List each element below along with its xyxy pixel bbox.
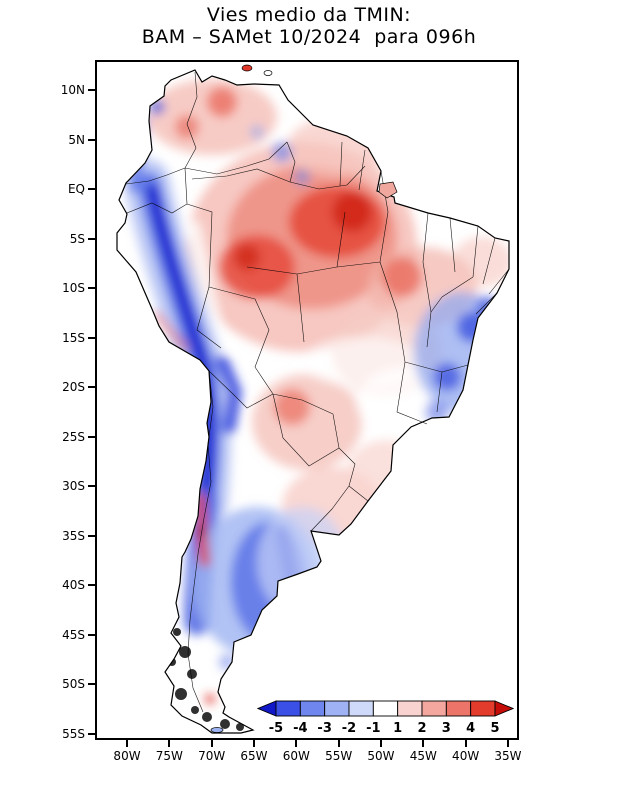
lat-tick-label: 45S: [62, 627, 85, 642]
lat-tick-mark: [88, 732, 97, 735]
lat-tick-mark: [88, 435, 97, 438]
colorbar-segment: [348, 700, 374, 717]
lon-tick-label: 35W: [494, 749, 522, 763]
lat-tick-label: 25S: [62, 429, 85, 444]
lat-tick-mark: [88, 188, 97, 190]
lat-tick-label: 30S: [62, 479, 85, 493]
lon-tick-mark: [506, 738, 509, 747]
lat-tick-label: 55S: [62, 726, 85, 741]
lat-tick-mark: [88, 683, 97, 685]
lon-tick-label: 80W: [113, 749, 141, 763]
lat-tick-label: 20S: [62, 380, 85, 394]
colorbar-tick-label: -2: [341, 721, 357, 736]
colorbar-tick-label: -5: [268, 721, 284, 736]
lon-tick-mark: [210, 738, 213, 747]
colorbar-tick-label: 4: [466, 721, 476, 736]
figure-title-line1: Vies medio da TMIN:: [206, 4, 412, 26]
colorbar-tick-label: -4: [293, 721, 308, 736]
lon-tick-mark: [464, 738, 467, 747]
colorbar-tick-label: 3: [441, 721, 451, 736]
colorbar: [256, 700, 515, 717]
lat-tick-label: 10N: [60, 83, 85, 97]
lon-tick-mark: [252, 738, 255, 747]
lon-tick-label: 45W: [409, 749, 437, 763]
colorbar-tick-label: -3: [317, 721, 332, 736]
colorbar-arrow: [256, 700, 277, 717]
lon-tick-label: 65W: [240, 749, 268, 763]
lat-tick-label: 40S: [62, 578, 85, 592]
bias-field: [117, 70, 509, 733]
colorbar-tick-label: -1: [366, 721, 381, 736]
lon-tick-label: 50W: [367, 749, 395, 763]
lat-tick-label: 5S: [69, 231, 85, 246]
lon-tick-mark: [379, 738, 382, 747]
islands: [210, 64, 398, 733]
lat-tick-mark: [88, 584, 97, 586]
map-plot-frame: 10N 5N EQ 5S 10S 15S 20S 25S 30S 35S 40S 45S 50S 55S 8…: [61, 60, 522, 763]
lon-tick-mark: [337, 738, 340, 747]
colorbar-segment: [372, 700, 399, 717]
lat-tick-mark: [88, 534, 97, 537]
colorbar-segment: [324, 700, 350, 717]
colorbar-segment: [275, 700, 301, 717]
colorbar-tick-label: 2: [417, 721, 427, 736]
lat-tick-mark: [88, 287, 97, 289]
colorbar-segment: [470, 700, 496, 717]
south-america-map: [116, 64, 510, 734]
lon-tick-label: 60W: [282, 749, 310, 763]
figure-title-line2: BAM – SAMet 10/2024 para 096h: [141, 26, 477, 48]
lat-tick-mark: [88, 336, 97, 339]
lon-tick-label: 75W: [155, 749, 183, 763]
colorbar-segment: [421, 700, 447, 717]
lon-tick-mark: [126, 738, 128, 747]
colorbar-tick-label: 5: [490, 721, 500, 736]
lon-tick-label: 55W: [325, 749, 353, 763]
colorbar-arrow: [494, 700, 515, 717]
lon-tick-mark: [168, 738, 171, 747]
lat-tick-label: 10S: [62, 281, 85, 295]
lon-tick-label: 40W: [452, 749, 480, 763]
lat-tick-mark: [88, 89, 97, 91]
colorbar-segment: [299, 700, 326, 717]
colorbar-segment: [445, 700, 472, 717]
lon-tick-mark: [295, 738, 298, 747]
colorbar-segment: [397, 700, 423, 717]
lat-tick-mark: [88, 485, 97, 487]
lat-tick-label: 35S: [62, 528, 85, 543]
lat-tick-label: EQ: [67, 182, 85, 196]
lat-tick-label: 15S: [62, 330, 85, 345]
lon-tick-mark: [422, 738, 425, 747]
lat-tick-mark: [88, 138, 97, 141]
lat-tick-label: 50S: [62, 677, 85, 691]
colorbar-tick-label: 1: [393, 721, 403, 736]
lat-tick-label: 5N: [68, 132, 85, 147]
lat-tick-mark: [88, 633, 97, 636]
lat-tick-mark: [88, 386, 97, 388]
lat-tick-mark: [88, 237, 97, 240]
country-borders: [125, 71, 510, 713]
lon-tick-label: 70W: [198, 749, 226, 763]
